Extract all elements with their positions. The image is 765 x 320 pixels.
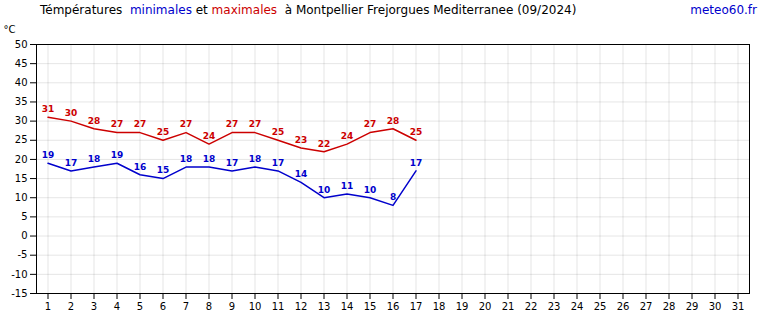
svg-text:19: 19 [42, 150, 55, 160]
svg-text:28: 28 [387, 116, 400, 126]
svg-text:19: 19 [456, 301, 469, 312]
svg-text:19: 19 [111, 150, 124, 160]
svg-text:15: 15 [15, 173, 28, 184]
svg-text:11: 11 [272, 301, 285, 312]
svg-text:20: 20 [15, 154, 28, 165]
svg-text:30: 30 [709, 301, 722, 312]
svg-text:30: 30 [15, 115, 28, 126]
svg-text:17: 17 [65, 158, 78, 168]
svg-text:18: 18 [180, 154, 193, 164]
svg-text:26: 26 [617, 301, 630, 312]
svg-text:16: 16 [387, 301, 400, 312]
svg-text:14: 14 [295, 169, 308, 179]
svg-text:22: 22 [318, 139, 331, 149]
svg-text:31: 31 [42, 104, 55, 114]
svg-text:25: 25 [410, 127, 423, 137]
svg-text:10: 10 [249, 301, 262, 312]
svg-text:11: 11 [341, 181, 354, 191]
svg-text:27: 27 [364, 119, 377, 129]
svg-text:17: 17 [410, 301, 423, 312]
svg-text:27: 27 [640, 301, 653, 312]
svg-text:-15: -15 [11, 288, 27, 299]
svg-text:14: 14 [341, 301, 354, 312]
svg-text:27: 27 [226, 119, 239, 129]
svg-text:21: 21 [502, 301, 515, 312]
svg-text:7: 7 [183, 301, 189, 312]
svg-text:17: 17 [226, 158, 239, 168]
svg-text:-5: -5 [18, 249, 28, 260]
svg-text:18: 18 [203, 154, 216, 164]
svg-text:10: 10 [364, 185, 377, 195]
svg-text:5: 5 [137, 301, 143, 312]
svg-text:30: 30 [65, 108, 78, 118]
svg-text:16: 16 [134, 162, 147, 172]
svg-text:1: 1 [45, 301, 51, 312]
svg-text:2: 2 [68, 301, 74, 312]
svg-text:10: 10 [318, 185, 331, 195]
svg-text:27: 27 [111, 119, 124, 129]
svg-text:20: 20 [479, 301, 492, 312]
svg-text:5: 5 [21, 211, 27, 222]
svg-text:27: 27 [249, 119, 262, 129]
svg-text:4: 4 [114, 301, 120, 312]
svg-text:8: 8 [206, 301, 212, 312]
svg-text:°C: °C [4, 24, 16, 35]
svg-text:3: 3 [91, 301, 97, 312]
svg-text:25: 25 [272, 127, 285, 137]
svg-text:40: 40 [15, 77, 28, 88]
svg-text:17: 17 [272, 158, 285, 168]
html-text:Témpératures minimales et maxi: Témpératures minimales et maximales à Mo… [40, 3, 577, 17]
svg-text:31: 31 [732, 301, 745, 312]
svg-text:0: 0 [21, 230, 27, 241]
svg-text:45: 45 [15, 58, 28, 69]
svg-text:18: 18 [88, 154, 101, 164]
svg-text:18: 18 [433, 301, 446, 312]
svg-text:27: 27 [180, 119, 193, 129]
svg-text:27: 27 [134, 119, 147, 129]
svg-text:23: 23 [548, 301, 561, 312]
svg-text:35: 35 [15, 96, 28, 107]
svg-text:9: 9 [229, 301, 235, 312]
svg-text:25: 25 [15, 134, 28, 145]
svg-text:22: 22 [525, 301, 538, 312]
svg-text:15: 15 [364, 301, 377, 312]
svg-text:28: 28 [663, 301, 676, 312]
svg-text:25: 25 [594, 301, 607, 312]
svg-text:23: 23 [295, 135, 308, 145]
svg-text:17: 17 [410, 158, 423, 168]
svg-text:50: 50 [15, 39, 28, 50]
html-text:meteo60.fr: meteo60.fr [690, 3, 757, 17]
svg-text:28: 28 [88, 116, 101, 126]
svg-text:-10: -10 [11, 269, 27, 280]
svg-text:12: 12 [295, 301, 308, 312]
svg-text:13: 13 [318, 301, 331, 312]
svg-text:24: 24 [341, 131, 354, 141]
svg-text:24: 24 [571, 301, 584, 312]
svg-text:25: 25 [157, 127, 170, 137]
svg-text:15: 15 [157, 165, 170, 175]
svg-text:8: 8 [390, 192, 396, 202]
svg-text:18: 18 [249, 154, 262, 164]
svg-text:6: 6 [160, 301, 166, 312]
svg-text:24: 24 [203, 131, 216, 141]
svg-text:29: 29 [686, 301, 699, 312]
svg-text:10: 10 [15, 192, 28, 203]
